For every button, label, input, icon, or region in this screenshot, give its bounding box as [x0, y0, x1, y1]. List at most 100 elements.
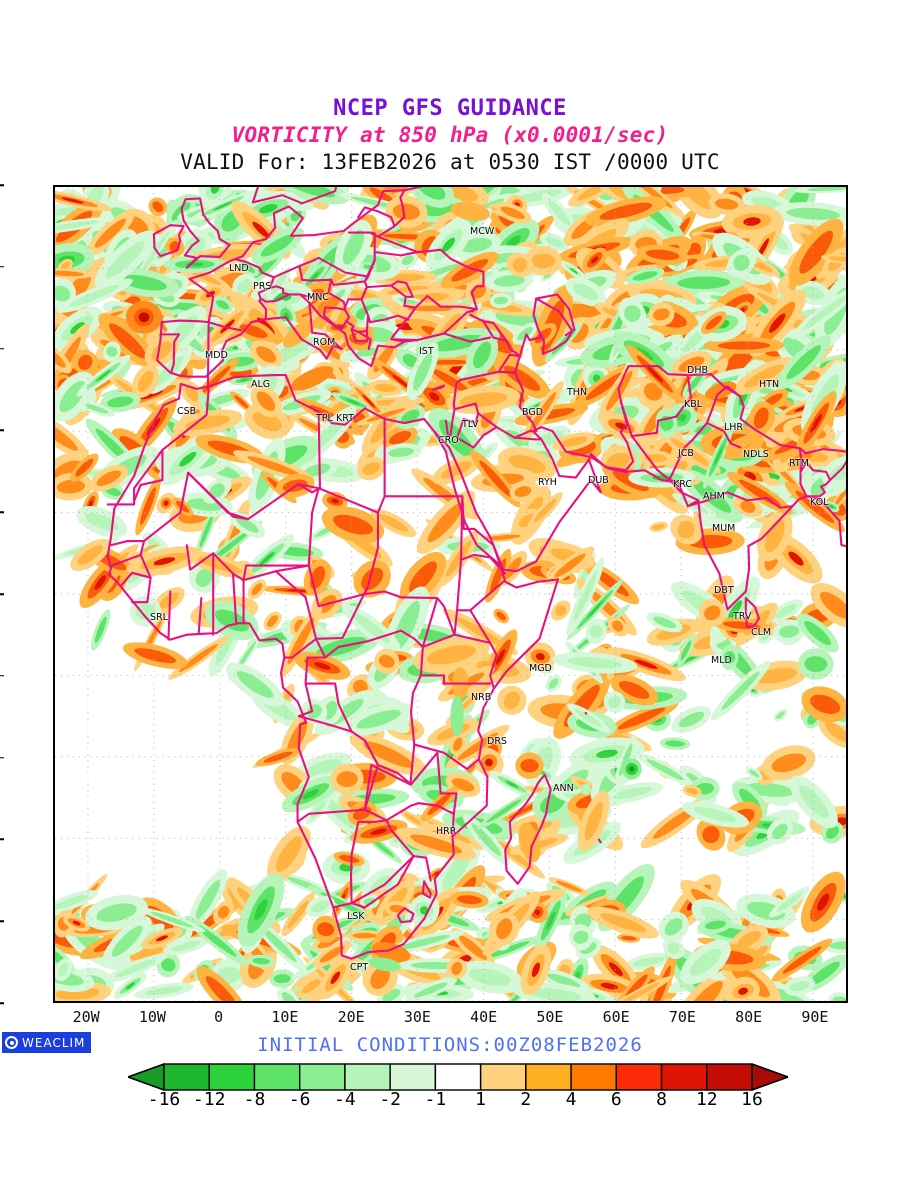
vorticity-blob [361, 567, 384, 591]
border-path [235, 258, 275, 289]
vorticity-blob [485, 758, 493, 767]
vorticity-blob [677, 520, 695, 539]
vorticity-blob [236, 517, 259, 533]
vorticity-blob [317, 295, 340, 315]
border-path [207, 321, 242, 332]
border-path [373, 251, 419, 257]
page-title-model: NCEP GFS GUIDANCE [333, 96, 567, 121]
city-label-ahm: AHM [703, 491, 725, 502]
vorticity-blob [210, 187, 220, 194]
vorticity-blob [70, 322, 85, 334]
border-path [332, 902, 353, 909]
vorticity-blob [214, 609, 250, 632]
border-path [409, 645, 424, 786]
vorticity-blob [632, 271, 658, 281]
border-path [297, 411, 322, 494]
vorticity-blob [580, 783, 591, 796]
vorticity-blob [155, 935, 169, 942]
vorticity-blob [842, 894, 846, 899]
vorticity-blob [441, 237, 456, 252]
vorticity-blob [416, 187, 446, 200]
vorticity-blob [608, 696, 622, 709]
vorticity-blob [608, 962, 623, 977]
border-path [514, 436, 543, 441]
border-path [231, 572, 238, 626]
border-path [686, 491, 794, 509]
weaclim-logo[interactable]: WEACLIM [2, 1032, 92, 1053]
vorticity-blob [500, 206, 525, 219]
vorticity-blob [634, 659, 658, 669]
colorbar-tick: 12 [695, 1089, 718, 1110]
vorticity-blob [213, 201, 233, 211]
vorticity-blob [479, 460, 512, 498]
vorticity-blob [611, 787, 652, 800]
vorticity-blob [646, 759, 684, 781]
city-label-hrr: HRR [436, 826, 457, 837]
border-path [401, 206, 406, 219]
border-path [159, 333, 181, 374]
city-label-krt: KRT [336, 413, 354, 424]
colorbar-svg [128, 1063, 788, 1091]
vorticity-blob [593, 568, 630, 597]
vorticity-blob [517, 327, 533, 341]
vorticity-blob [115, 959, 157, 978]
city-label-alg: ALG [251, 379, 271, 390]
x-axis-label: 10E [271, 1008, 299, 1026]
colorbar-cell [525, 1063, 572, 1091]
vorticity-blob [260, 234, 295, 257]
vorticity-blob [573, 930, 589, 944]
vorticity-blob [55, 285, 71, 302]
city-label-rtm: RTM [789, 458, 809, 469]
vorticity-blob [256, 346, 277, 363]
vorticity-blob [310, 271, 320, 282]
border-path [535, 293, 576, 337]
border-path [413, 743, 480, 771]
colorbar-tick: 16 [741, 1089, 763, 1110]
city-label-nrb: NRB [471, 692, 492, 703]
vorticity-blob [643, 382, 663, 401]
vorticity-blob [56, 479, 86, 494]
border-path [497, 353, 521, 373]
border-path [185, 544, 245, 625]
border-path [197, 597, 203, 635]
x-axis-label: 60E [602, 1008, 630, 1026]
vorticity-blob [714, 446, 723, 466]
vorticity-blob [589, 624, 603, 638]
vorticity-blob [94, 616, 107, 644]
border-path [584, 711, 588, 715]
border-path [242, 564, 310, 582]
vorticity-blob [717, 341, 771, 350]
border-path [161, 388, 210, 451]
vorticity-blob [518, 822, 541, 863]
city-label-mum: MUM [712, 523, 736, 534]
vorticity-blob [569, 267, 579, 274]
vorticity-blob [776, 711, 785, 719]
vorticity-blob [678, 711, 705, 728]
vorticity-blob [727, 600, 743, 620]
border-path [363, 259, 376, 283]
vorticity-blob [554, 553, 586, 578]
y-axis-tick [0, 429, 4, 432]
city-label-mdd: MDD [205, 350, 228, 361]
vorticity-blob [120, 274, 167, 291]
vorticity-blob [396, 935, 450, 950]
vorticity-blob [786, 345, 822, 380]
city-label-ist: IST [419, 346, 434, 357]
vorticity-blob [171, 940, 201, 952]
vorticity-blob [789, 981, 810, 992]
vorticity-blob [140, 231, 169, 275]
vorticity-blob [652, 524, 665, 530]
vorticity-blob [726, 654, 733, 661]
vorticity-blob [374, 383, 397, 393]
vorticity-blob [788, 551, 804, 566]
vorticity-blob [137, 370, 154, 392]
vorticity-blob [401, 255, 414, 266]
vorticity-blob [457, 895, 482, 905]
colorbar-cell [163, 1063, 210, 1091]
city-label-bgd: BGD [522, 407, 544, 418]
vorticity-blob [400, 409, 420, 424]
map-plot-area[interactable]: MCW LND PRS MNC ROM IST MDD DHB HTN ALG THN KBL CSB T… [53, 185, 848, 1003]
vorticity-blob [273, 974, 291, 984]
vorticity-blob [414, 982, 448, 998]
border-path [709, 373, 741, 398]
